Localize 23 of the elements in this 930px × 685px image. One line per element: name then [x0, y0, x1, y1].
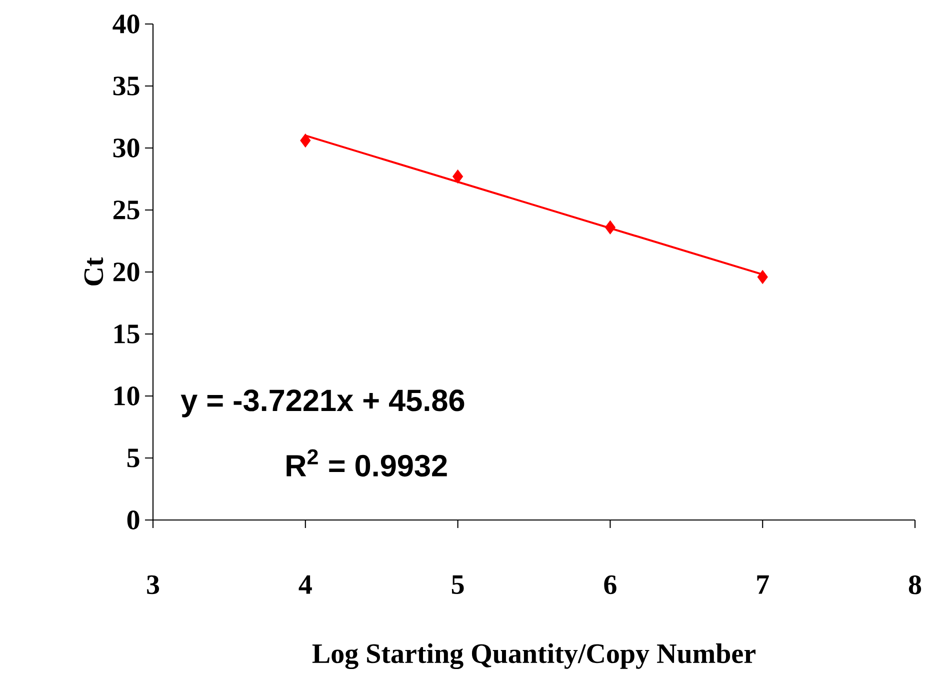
- y-tick-label: 35: [113, 76, 140, 96]
- point: [757, 270, 768, 284]
- y-tick-label: 0: [127, 510, 140, 530]
- y-tick-label: 15: [114, 324, 140, 344]
- x-tick-label: 5: [452, 575, 464, 594]
- x-tick-label: 8: [908, 575, 922, 594]
- x-tick-label: 6: [604, 575, 616, 594]
- point: [300, 134, 311, 148]
- y-tick-label: 40: [112, 14, 140, 34]
- x-tick-label: 4: [298, 575, 312, 594]
- y-tick-label: 10: [114, 386, 140, 406]
- y-tick-label: 25: [113, 200, 140, 220]
- annotation: y = -3.7221x + 45.86: [180, 390, 464, 418]
- point: [452, 170, 464, 184]
- y-tick-label: 5: [127, 448, 140, 468]
- y-axis-title: Ct: [84, 257, 104, 286]
- annotation: R$^{2}$ = 0.9932: [286, 449, 447, 477]
- y-tick-label: 20: [113, 262, 140, 282]
- y-tick-label: 30: [113, 138, 140, 158]
- point: [604, 220, 616, 234]
- x-tick-label: 7: [757, 575, 769, 594]
- x-tick-label: 3: [147, 575, 160, 594]
- x-axis-title: Log Starting Quantity/Copy Number: [312, 643, 756, 670]
